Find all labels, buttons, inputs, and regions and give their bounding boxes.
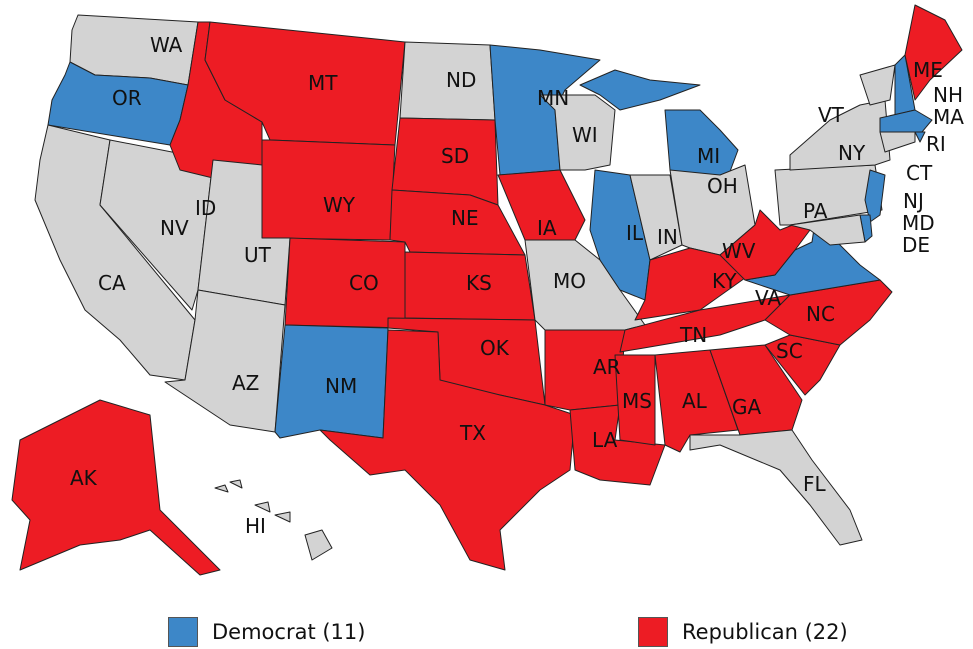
state-label-ut: UT	[244, 243, 272, 267]
state-label-tn: TN	[679, 323, 707, 347]
state-wy[interactable]	[261, 139, 396, 241]
republican-swatch	[638, 617, 668, 647]
state-label-nc: NC	[806, 302, 835, 326]
state-label-tx: TX	[459, 421, 486, 445]
legend-democrat-label: Democrat (11)	[212, 620, 366, 644]
state-ia[interactable]	[497, 169, 586, 241]
state-label-fl: FL	[803, 472, 827, 496]
state-label-co: CO	[349, 271, 379, 295]
state-tx[interactable]	[319, 329, 576, 571]
state-mt[interactable]	[204, 21, 406, 146]
legend-republican-label: Republican (22)	[682, 620, 848, 644]
state-label-hi: HI	[245, 514, 266, 538]
state-ms[interactable]	[614, 354, 656, 446]
state-label-wi: WI	[572, 123, 598, 147]
state-ak[interactable]	[11, 399, 221, 576]
state-label-az: AZ	[232, 371, 259, 395]
state-label-ga: GA	[732, 395, 761, 419]
state-label-nv: NV	[160, 216, 189, 240]
state-label-nm: NM	[325, 374, 357, 398]
state-co[interactable]	[284, 237, 406, 329]
state-label-ny: NY	[838, 141, 866, 165]
state-ri[interactable]	[914, 131, 926, 143]
state-label-ak: AK	[70, 466, 98, 490]
state-ma[interactable]	[879, 109, 933, 133]
state-label-mi: MI	[697, 144, 720, 168]
state-label-ky: KY	[712, 269, 737, 293]
state-label-sc: SC	[776, 339, 803, 363]
state-ga[interactable]	[709, 344, 803, 436]
state-wi[interactable]	[539, 94, 616, 171]
state-label-ct: CT	[906, 161, 933, 185]
state-label-sd: SD	[441, 144, 469, 168]
state-label-ia: IA	[537, 216, 557, 240]
state-label-ri: RI	[926, 132, 946, 156]
state-label-id: ID	[195, 196, 216, 220]
state-label-or: OR	[112, 86, 142, 110]
state-label-de: DE	[902, 233, 930, 257]
state-label-pa: PA	[803, 199, 828, 223]
state-label-va: VA	[755, 286, 781, 310]
state-label-nh: NH	[933, 83, 963, 107]
state-label-wv: WV	[722, 239, 756, 263]
state-nj[interactable]	[864, 169, 886, 223]
state-label-ar: AR	[593, 355, 621, 379]
state-label-mo: MO	[553, 269, 586, 293]
state-label-oh: OH	[707, 174, 738, 198]
state-label-il: IL	[626, 221, 644, 245]
state-ky[interactable]	[634, 247, 746, 321]
state-fl[interactable]	[689, 429, 863, 546]
state-label-md: MD	[902, 211, 935, 235]
legend-republican: Republican (22)	[638, 617, 848, 647]
state-label-mt: MT	[308, 71, 338, 95]
state-label-ca: CA	[98, 271, 126, 295]
state-label-ma: MA	[933, 105, 964, 129]
state-label-ne: NE	[451, 206, 479, 230]
state-vt[interactable]	[859, 64, 896, 106]
state-sc[interactable]	[764, 334, 841, 396]
state-me[interactable]	[904, 4, 963, 101]
state-label-ok: OK	[480, 336, 510, 360]
state-label-wa: WA	[150, 33, 183, 57]
democrat-swatch	[168, 617, 198, 647]
state-md[interactable]	[789, 214, 866, 246]
state-label-wy: WY	[323, 193, 356, 217]
state-label-me: ME	[913, 58, 943, 82]
state-label-nj: NJ	[903, 189, 924, 213]
state-label-nd: ND	[446, 68, 476, 92]
state-az[interactable]	[164, 289, 286, 433]
state-ct[interactable]	[879, 131, 916, 153]
state-label-la: LA	[592, 428, 618, 452]
state-hi[interactable]	[214, 479, 333, 561]
state-label-vt: VT	[818, 103, 845, 127]
state-label-ks: KS	[466, 271, 492, 295]
legend-democrat: Democrat (11)	[168, 617, 365, 647]
state-label-mn: MN	[537, 86, 569, 110]
state-label-in: IN	[657, 225, 678, 249]
state-label-ms: MS	[622, 389, 652, 413]
state-label-al: AL	[682, 389, 708, 413]
